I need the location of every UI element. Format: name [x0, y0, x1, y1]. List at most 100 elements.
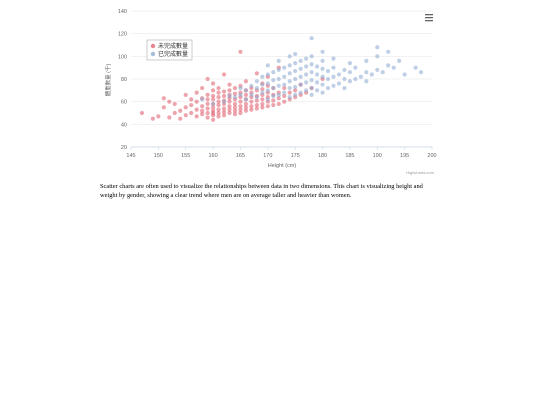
data-point[interactable] — [260, 90, 265, 95]
data-point[interactable] — [205, 76, 210, 82]
data-point[interactable] — [293, 68, 298, 74]
data-point[interactable] — [221, 99, 227, 104]
data-point[interactable] — [232, 108, 238, 113]
data-point[interactable] — [232, 101, 238, 107]
data-point[interactable] — [232, 95, 238, 100]
data-point[interactable] — [282, 99, 287, 104]
data-point[interactable] — [276, 58, 281, 63]
data-point[interactable] — [249, 107, 254, 112]
data-point[interactable] — [216, 110, 221, 116]
data-point[interactable] — [260, 82, 265, 87]
data-point[interactable] — [210, 81, 216, 86]
data-point[interactable] — [347, 61, 353, 66]
data-point[interactable] — [254, 79, 259, 84]
data-point[interactable] — [293, 76, 298, 82]
data-point[interactable] — [320, 49, 325, 54]
data-point[interactable] — [314, 72, 320, 77]
data-point[interactable] — [205, 106, 210, 111]
data-point[interactable] — [331, 74, 336, 79]
data-point[interactable] — [232, 85, 238, 91]
data-point[interactable] — [260, 74, 265, 79]
data-point[interactable] — [254, 95, 259, 100]
data-point[interactable] — [210, 97, 216, 102]
data-point[interactable] — [200, 97, 205, 102]
data-point[interactable] — [221, 89, 227, 94]
data-point[interactable] — [238, 104, 243, 109]
data-point[interactable] — [287, 63, 292, 68]
data-point[interactable] — [418, 70, 424, 75]
data-point[interactable] — [309, 70, 314, 75]
data-point[interactable] — [178, 116, 183, 121]
data-point[interactable] — [265, 63, 270, 68]
data-point[interactable] — [243, 108, 249, 113]
data-point[interactable] — [276, 67, 281, 73]
data-point[interactable] — [271, 85, 276, 91]
data-point[interactable] — [287, 79, 292, 84]
data-point[interactable] — [183, 92, 188, 97]
data-point[interactable] — [309, 78, 314, 83]
data-point[interactable] — [254, 102, 259, 108]
data-point[interactable] — [238, 85, 243, 91]
data-point[interactable] — [276, 83, 281, 88]
data-point[interactable] — [254, 106, 259, 111]
data-point[interactable] — [320, 74, 325, 79]
data-point[interactable] — [320, 66, 325, 71]
data-point[interactable] — [221, 72, 227, 77]
data-point[interactable] — [216, 99, 221, 104]
data-point[interactable] — [260, 101, 265, 107]
data-point[interactable] — [380, 70, 385, 75]
legend-label-series-2[interactable]: 已完成數量 — [158, 50, 188, 58]
data-point[interactable] — [304, 88, 309, 93]
data-point[interactable] — [309, 54, 314, 59]
data-point[interactable] — [304, 80, 309, 85]
legend-label-series-1[interactable]: 未完成數量 — [158, 42, 188, 50]
data-point[interactable] — [282, 82, 287, 87]
data-point[interactable] — [271, 102, 276, 108]
data-point[interactable] — [287, 85, 292, 91]
data-point[interactable] — [276, 101, 281, 107]
data-point[interactable] — [375, 67, 380, 73]
data-point[interactable] — [161, 105, 166, 110]
data-point[interactable] — [293, 61, 298, 66]
data-point[interactable] — [369, 72, 374, 77]
data-point[interactable] — [304, 64, 309, 69]
data-point[interactable] — [249, 92, 254, 97]
data-point[interactable] — [232, 91, 238, 96]
data-point[interactable] — [243, 101, 249, 107]
data-point[interactable] — [282, 90, 287, 95]
data-point[interactable] — [227, 104, 232, 109]
data-point[interactable] — [347, 70, 353, 75]
data-point[interactable] — [331, 83, 336, 88]
data-point[interactable] — [189, 97, 194, 102]
data-point[interactable] — [243, 92, 249, 97]
data-point[interactable] — [342, 67, 347, 73]
data-point[interactable] — [216, 85, 221, 91]
data-point[interactable] — [238, 99, 243, 104]
data-point[interactable] — [194, 90, 199, 95]
data-point[interactable] — [282, 85, 287, 91]
data-point[interactable] — [282, 65, 287, 70]
data-point[interactable] — [189, 102, 194, 108]
data-point[interactable] — [276, 76, 281, 82]
data-point[interactable] — [320, 58, 325, 63]
data-point[interactable] — [331, 56, 336, 61]
data-point[interactable] — [227, 107, 232, 112]
data-point[interactable] — [210, 101, 216, 107]
data-point[interactable] — [336, 72, 342, 77]
data-point[interactable] — [227, 99, 232, 104]
data-point[interactable] — [325, 85, 331, 91]
data-point[interactable] — [402, 72, 407, 77]
data-point[interactable] — [167, 99, 172, 104]
data-point[interactable] — [238, 107, 243, 112]
data-point[interactable] — [375, 54, 380, 59]
data-point[interactable] — [232, 105, 238, 110]
data-point[interactable] — [271, 70, 276, 75]
data-point[interactable] — [139, 110, 145, 116]
data-point[interactable] — [200, 104, 205, 109]
data-point[interactable] — [243, 97, 249, 102]
data-point[interactable] — [189, 110, 194, 116]
data-point[interactable] — [210, 108, 216, 113]
data-point[interactable] — [325, 76, 331, 82]
data-point[interactable] — [200, 112, 205, 117]
data-point[interactable] — [238, 92, 243, 97]
